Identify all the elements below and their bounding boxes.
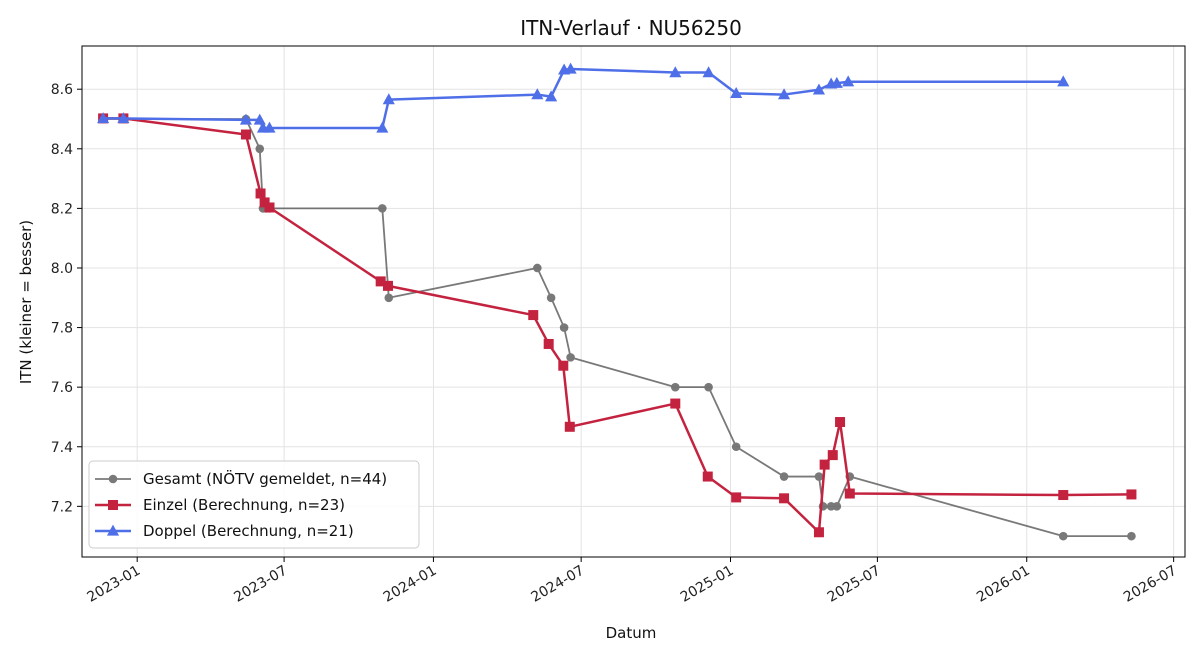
data-point xyxy=(531,88,544,100)
data-point xyxy=(375,276,386,287)
data-point xyxy=(779,493,790,504)
y-tick-label: 7.6 xyxy=(51,380,73,396)
data-point xyxy=(1057,75,1070,87)
data-point xyxy=(376,121,389,133)
legend-box xyxy=(88,460,420,549)
data-point xyxy=(558,360,569,371)
data-point xyxy=(545,90,558,102)
data-point xyxy=(259,197,270,208)
data-point xyxy=(704,382,713,392)
data-point xyxy=(384,293,394,303)
data-point xyxy=(669,66,682,78)
data-point xyxy=(546,293,556,303)
data-point xyxy=(566,353,575,362)
data-point xyxy=(543,338,554,349)
y-tick-label: 8.6 xyxy=(51,82,73,98)
series-layer xyxy=(97,62,1137,541)
y-tick-label: 7.2 xyxy=(51,499,73,515)
data-point xyxy=(827,450,838,461)
data-point xyxy=(832,502,842,511)
x-axis-title: Datum xyxy=(606,624,657,642)
data-point xyxy=(670,398,681,409)
data-point xyxy=(528,310,539,321)
data-point xyxy=(835,417,846,428)
plot-frame xyxy=(81,45,1186,558)
legend-label: Gesamt (NÖTV gemeldet, n=44) xyxy=(143,469,387,488)
series-square xyxy=(98,113,1137,538)
legend-label: Einzel (Berechnung, n=23) xyxy=(143,496,345,514)
data-point xyxy=(97,112,110,124)
data-point xyxy=(255,144,265,154)
legend-marker xyxy=(106,524,120,536)
data-point xyxy=(559,323,569,332)
data-point xyxy=(819,459,830,470)
legend-label: Doppel (Berechnung, n=21) xyxy=(143,522,354,540)
data-point xyxy=(533,263,542,273)
data-point xyxy=(382,93,395,105)
data-point xyxy=(814,472,824,481)
data-point xyxy=(812,83,826,95)
data-point xyxy=(264,202,275,213)
data-point xyxy=(1126,489,1137,500)
data-point xyxy=(239,113,252,125)
legend-marker xyxy=(108,474,118,484)
data-point xyxy=(702,66,715,78)
legend-entry xyxy=(95,524,131,536)
y-tick-label: 7.4 xyxy=(51,440,73,456)
data-point xyxy=(842,75,855,87)
y-tick-label: 8.0 xyxy=(51,261,73,277)
y-tick-label: 8.4 xyxy=(51,142,73,158)
data-point xyxy=(731,492,742,503)
data-point xyxy=(670,382,680,392)
data-point xyxy=(844,488,855,499)
data-point xyxy=(830,76,843,88)
data-point xyxy=(702,471,713,482)
data-point xyxy=(778,88,791,100)
data-point xyxy=(1058,490,1069,501)
data-point xyxy=(378,204,387,213)
data-point xyxy=(1058,531,1068,541)
y-axis-title: ITN (kleiner = besser) xyxy=(17,220,35,384)
data-point xyxy=(813,527,824,538)
series-triangle xyxy=(97,62,1070,133)
data-point xyxy=(382,280,393,291)
legend: Gesamt (NÖTV gemeldet, n=44) Einzel (Bere… xyxy=(88,460,420,549)
data-point xyxy=(731,442,741,452)
y-tick-label: 7.8 xyxy=(51,321,73,337)
data-point xyxy=(730,87,743,99)
legend-marker xyxy=(108,500,118,510)
y-tick-label: 8.2 xyxy=(51,201,73,217)
data-point xyxy=(117,112,130,124)
data-point xyxy=(564,62,577,74)
data-point xyxy=(253,113,266,125)
legend-entry xyxy=(95,500,131,510)
data-point xyxy=(240,129,251,140)
data-point xyxy=(263,121,276,133)
legend-entry xyxy=(95,474,131,484)
data-point xyxy=(779,472,789,481)
data-point xyxy=(1127,531,1136,541)
chart-title: ITN-Verlauf · NU56250 xyxy=(520,16,742,40)
data-point xyxy=(564,421,575,432)
data-point xyxy=(255,188,266,199)
